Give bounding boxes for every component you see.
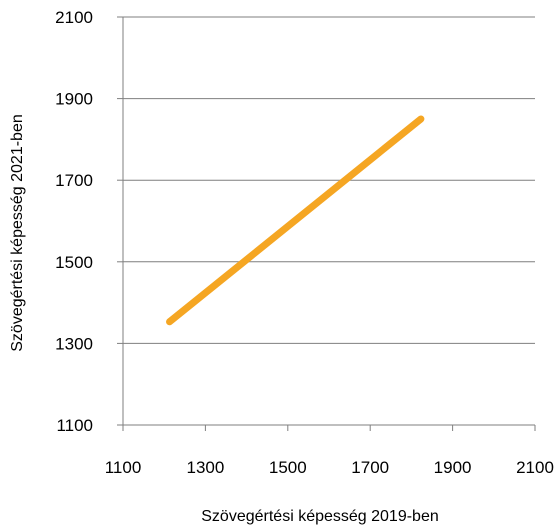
x-tick-label: 1100	[105, 458, 142, 477]
series-line	[166, 115, 425, 326]
x-tick-label: 1900	[434, 458, 472, 477]
x-tick-label: 1500	[269, 458, 307, 477]
axes	[117, 16, 536, 431]
y-tick-label: 1500	[55, 253, 93, 272]
y-axis-title: Szövegértési képesség 2021-ben	[9, 114, 26, 352]
x-axis-title: Szövegértési képesség 2019-ben	[201, 508, 439, 525]
y-tick-label: 1100	[56, 416, 93, 435]
y-tick-label: 1700	[55, 171, 93, 190]
y-tick-label: 1300	[55, 334, 93, 353]
tick-labels: 1100 1300 1500 1700 1900 2100 1100 1300 1500 1700…	[55, 8, 554, 477]
x-tick-label: 1300	[186, 458, 224, 477]
y-tick-label: 2100	[55, 8, 93, 27]
series-layer	[166, 115, 425, 326]
gridlines	[123, 16, 535, 344]
y-tick-label: 1900	[55, 90, 93, 109]
x-tick-label: 2100	[516, 458, 554, 477]
x-tick-label: 1700	[351, 458, 389, 477]
